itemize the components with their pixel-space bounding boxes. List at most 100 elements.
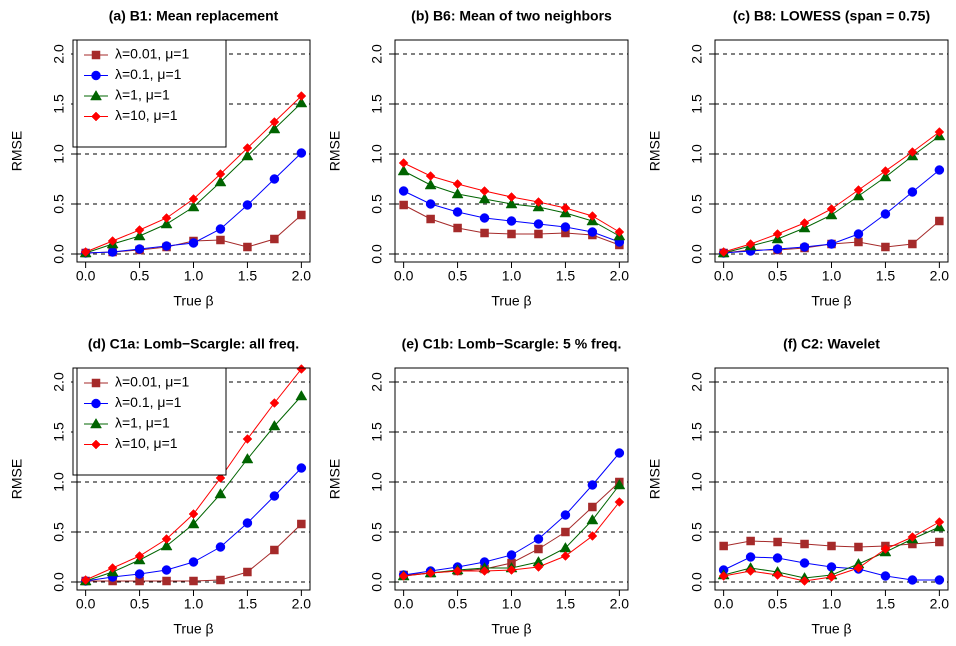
marker <box>425 171 436 181</box>
marker <box>506 192 517 202</box>
marker <box>214 176 227 187</box>
legend-label: λ=10, μ=1 <box>115 435 178 451</box>
marker <box>479 186 490 196</box>
marker <box>853 563 864 573</box>
marker <box>773 537 782 547</box>
marker <box>560 203 571 213</box>
marker <box>107 247 118 257</box>
marker <box>215 169 226 179</box>
marker <box>242 200 253 210</box>
marker <box>772 553 783 563</box>
marker <box>162 576 171 586</box>
marker <box>588 502 597 512</box>
legend-label: λ=0.1, μ=1 <box>115 66 182 82</box>
panel-title: (e) C1b: Lomb−Scargle: 5 % freq. <box>402 336 622 352</box>
marker <box>269 491 280 501</box>
legend-label: λ=0.01, μ=1 <box>115 46 189 62</box>
y-tick-label: 0.0 <box>369 572 385 592</box>
x-axis-label: True β <box>811 293 851 309</box>
marker <box>296 91 307 101</box>
marker <box>908 239 917 249</box>
marker <box>296 463 307 473</box>
marker <box>91 50 101 60</box>
marker <box>270 234 279 244</box>
x-tick-label: 1.5 <box>876 268 896 284</box>
marker <box>561 527 570 537</box>
marker <box>452 566 463 576</box>
legend: λ=0.01, μ=1 λ=0.1, μ=1 λ=1, μ=1 λ=10, μ=1 <box>72 367 227 476</box>
marker <box>480 228 489 238</box>
marker <box>188 557 199 567</box>
y-tick-label: 0.5 <box>51 194 67 214</box>
marker <box>243 567 252 577</box>
x-tick-label: 2.0 <box>930 596 950 612</box>
marker <box>107 236 118 246</box>
marker <box>269 398 280 408</box>
series-line <box>85 523 302 582</box>
y-tick-label: 1.0 <box>689 472 705 492</box>
y-tick-label: 1.0 <box>51 472 67 492</box>
marker <box>534 544 543 554</box>
marker <box>879 171 892 182</box>
marker <box>479 213 490 223</box>
plot-frame <box>394 367 629 591</box>
plot-frame <box>76 39 311 263</box>
panel: (e) C1b: Lomb−Scargle: 5 % freq. True β RM… <box>327 336 630 637</box>
x-tick-label: 2.0 <box>292 596 312 612</box>
x-axis-label: True β <box>491 293 531 309</box>
y-tick-label: 0.0 <box>51 572 67 592</box>
marker <box>772 570 783 580</box>
panel-title: (a) B1: Mean replacement <box>109 8 279 24</box>
marker <box>560 222 571 232</box>
legend-label: λ=10, μ=1 <box>115 107 178 123</box>
marker <box>587 227 598 237</box>
legend-label: λ=1, μ=1 <box>115 87 170 103</box>
marker <box>214 488 227 499</box>
y-tick-label: 1.5 <box>369 94 385 114</box>
marker <box>187 201 200 212</box>
x-tick-label: 1.5 <box>238 596 258 612</box>
x-tick-label: 0.5 <box>448 268 468 284</box>
marker <box>934 575 945 585</box>
y-tick-label: 0.5 <box>51 522 67 542</box>
marker <box>91 111 101 122</box>
y-tick-label: 2.0 <box>689 44 705 64</box>
x-tick-label: 2.0 <box>292 268 312 284</box>
marker <box>799 242 810 252</box>
marker <box>745 552 756 562</box>
marker <box>880 209 891 219</box>
y-axis-label: RMSE <box>647 131 663 171</box>
marker <box>243 242 252 252</box>
marker <box>880 166 891 176</box>
marker <box>268 420 281 431</box>
marker <box>907 187 918 197</box>
x-tick-label: 1.5 <box>556 268 576 284</box>
marker <box>935 216 944 226</box>
marker <box>506 565 517 575</box>
marker <box>533 562 544 572</box>
marker <box>398 186 409 196</box>
marker <box>907 147 918 157</box>
plot-frame <box>76 367 311 591</box>
panel-title: (c) B8: LOWESS (span = 0.75) <box>733 8 930 24</box>
panel: (f) C2: Wavelet True β RMSE 0.0 0.5 1.0 1.5 2.0… <box>647 336 950 637</box>
marker <box>825 209 838 220</box>
x-axis-label: True β <box>811 621 851 637</box>
marker <box>134 551 145 561</box>
y-tick-label: 2.0 <box>369 372 385 392</box>
marker <box>241 150 254 161</box>
y-tick-label: 2.0 <box>689 372 705 392</box>
marker <box>880 544 891 554</box>
y-tick-label: 1.0 <box>369 472 385 492</box>
marker <box>718 247 729 257</box>
marker <box>934 165 945 175</box>
marker <box>398 158 409 168</box>
marker <box>91 398 101 409</box>
x-tick-label: 1.5 <box>876 596 896 612</box>
plot-frame <box>394 39 629 263</box>
panel: (a) B1: Mean replacement True β RMSE 0.0 0.5… <box>9 8 312 309</box>
marker <box>424 179 437 190</box>
marker <box>216 575 225 585</box>
marker <box>506 550 517 560</box>
marker <box>425 199 436 209</box>
